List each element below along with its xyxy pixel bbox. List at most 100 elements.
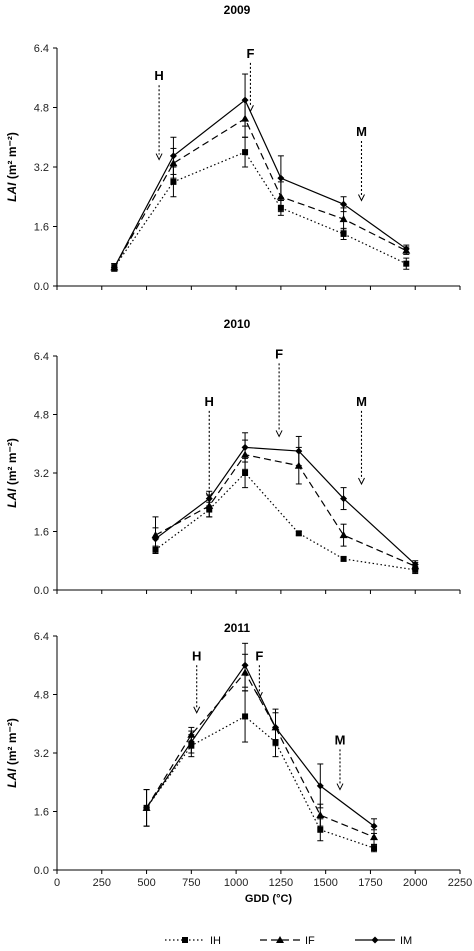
data-point-IM — [340, 495, 348, 503]
y-tick-label: 3.2 — [34, 468, 49, 480]
data-point-IM — [152, 535, 160, 543]
series-line-IF — [146, 671, 375, 838]
stage-label-M: M — [356, 124, 367, 139]
legend: IH IF IM — [165, 935, 412, 947]
series-IM — [152, 432, 419, 569]
data-point-IH — [242, 149, 249, 156]
data-point-IH — [317, 826, 324, 833]
y-axis-label-unit: (m² m⁻²) — [5, 438, 19, 488]
data-point-IH — [403, 260, 410, 267]
x-tick-label: 2250 — [448, 877, 472, 889]
series-line-IM — [155, 446, 416, 565]
data-point-IM — [110, 263, 118, 271]
y-axis-label-main: LAI — [5, 488, 19, 508]
series-IH — [143, 690, 378, 853]
legend-marker-IM — [371, 936, 379, 944]
stage-arrowhead — [246, 104, 254, 113]
x-tick-label: 0 — [54, 877, 60, 889]
stage-arrowhead — [358, 477, 365, 486]
legend-label-IM: IM — [400, 935, 412, 947]
series-IH — [111, 136, 410, 272]
y-tick-label: 0.0 — [34, 865, 49, 877]
y-tick-label: 4.8 — [34, 103, 49, 115]
chart-panel-2010: 2010 0.0 1.6 3.2 4.8 6.4 LAI (m² m⁻²) H F M — [5, 317, 461, 597]
x-tick-label: 1000 — [224, 877, 248, 889]
y-axis-label-unit: (m² m⁻²) — [5, 132, 19, 182]
series-line-IM — [113, 99, 407, 268]
series-line-IF — [155, 454, 416, 567]
stage-arrowhead — [155, 153, 163, 161]
series-line-IH — [155, 472, 416, 571]
stage-label-H: H — [205, 394, 214, 409]
legend-marker-IH — [182, 937, 188, 943]
data-point-IF — [339, 215, 348, 223]
stage-label-F: F — [255, 648, 263, 663]
y-axis-label-main: LAI — [5, 768, 19, 788]
stage-label-M: M — [335, 732, 346, 747]
y-axis-label: LAI (m² m⁻²) — [5, 718, 19, 788]
y-tick-label: 4.8 — [34, 690, 49, 702]
stage-arrowhead — [336, 783, 344, 791]
y-tick-label: 3.2 — [34, 748, 49, 760]
y-tick-label: 0.0 — [34, 585, 49, 597]
y-axis-label-main: LAI — [5, 182, 19, 202]
data-point-IM — [295, 447, 303, 455]
data-point-IM — [411, 560, 419, 568]
x-tick-label: 500 — [137, 877, 155, 889]
x-tick-label: 1750 — [358, 877, 382, 889]
data-point-IM — [241, 443, 249, 451]
data-point-IM — [272, 723, 280, 731]
y-axis-label: LAI (m² m⁻²) — [5, 132, 19, 202]
data-point-IM — [143, 804, 151, 812]
stage-label-F: F — [246, 46, 254, 61]
series-line-IH — [113, 151, 407, 268]
stage-arrowhead — [205, 492, 213, 500]
y-tick-label: 0.0 — [34, 281, 49, 293]
data-point-IM — [187, 738, 195, 746]
series-line-IF — [113, 117, 407, 268]
stage-label-H: H — [154, 68, 163, 83]
legend-label-IF: IF — [305, 935, 315, 947]
data-point-IM — [402, 245, 410, 253]
chart-title: 2009 — [224, 3, 251, 17]
chart-panel-2009: 2009 0.0 1.6 3.2 4.8 6.4 LAI (m² m⁻²) H F M — [5, 3, 461, 293]
data-point-IH — [242, 470, 249, 476]
data-point-IF — [370, 833, 379, 841]
legend-marker-IF — [276, 936, 284, 943]
chart-title: 2011 — [224, 621, 250, 635]
series-IF — [142, 653, 379, 845]
data-point-IH — [170, 178, 177, 185]
x-axis-label: GDD (°C) — [245, 893, 293, 905]
x-tick-label: 250 — [93, 877, 111, 889]
x-tick-label: 1500 — [313, 877, 337, 889]
y-tick-label: 6.4 — [34, 631, 49, 643]
data-point-IM — [316, 782, 324, 790]
data-point-IH — [371, 845, 378, 852]
y-tick-label: 6.4 — [34, 43, 49, 55]
y-tick-label: 1.6 — [34, 222, 49, 234]
data-point-IM — [241, 96, 249, 104]
x-tick-label: 1250 — [269, 877, 293, 889]
y-tick-label: 3.2 — [34, 162, 49, 174]
stage-arrowhead — [255, 691, 263, 700]
data-point-IF — [339, 531, 348, 539]
x-tick-label: 2000 — [403, 877, 427, 889]
legend-label-IH: IH — [210, 935, 221, 947]
x-tick-label: 750 — [182, 877, 200, 889]
series-IM — [110, 73, 410, 272]
chart-title: 2010 — [224, 317, 251, 331]
stage-label-M: M — [356, 394, 367, 409]
stage-arrowhead — [358, 194, 365, 202]
stage-label-F: F — [275, 346, 283, 361]
stage-arrowhead — [193, 706, 201, 714]
data-point-IM — [169, 152, 177, 160]
data-point-IM — [340, 200, 348, 208]
chart-panel-2011: 2011 0.0 1.6 3.2 4.8 6.4 LAI (m² m⁻²) 0 250 500 75… — [5, 621, 472, 905]
stage-label-H: H — [192, 648, 201, 663]
series-IH — [152, 457, 419, 575]
data-point-IH — [340, 555, 347, 562]
y-tick-label: 6.4 — [34, 351, 49, 363]
stage-arrowhead — [275, 430, 283, 438]
data-point-IM — [370, 822, 378, 830]
